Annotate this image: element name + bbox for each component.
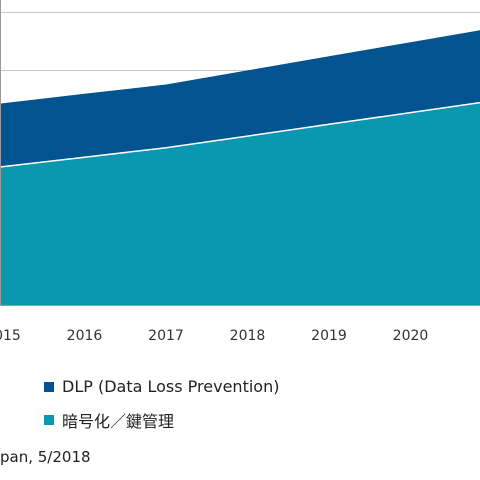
x-tick-label-2020: 2020 (393, 328, 429, 344)
x-tick-label-2016: 2016 (67, 328, 103, 344)
area-dlp (0, 30, 480, 167)
x-tick-label-2018: 2018 (230, 328, 266, 344)
legend-label-dlp: DLP (Data Loss Prevention) (62, 377, 280, 396)
area-series (0, 0, 480, 305)
legend-item-dlp: DLP (Data Loss Prevention) (44, 377, 279, 396)
source-note: pan, 5/2018 (0, 448, 91, 466)
legend-item-encryption: 暗号化／鍵管理 (44, 408, 174, 432)
legend-swatch-dlp (44, 381, 54, 392)
legend-label-encryption: 暗号化／鍵管理 (62, 412, 175, 431)
x-axis: 2015 2016 2017 2018 2019 2020 (0, 305, 480, 344)
stacked-area-chart: 2015 2016 2017 2018 2019 2020 (0, 0, 480, 344)
x-tick-label-2015: 2015 (0, 328, 21, 344)
legend-swatch-encryption (44, 415, 54, 425)
series-boundary-line (0, 101, 480, 168)
x-tick-label-2019: 2019 (311, 328, 347, 344)
x-tick-label-2017: 2017 (148, 328, 184, 344)
